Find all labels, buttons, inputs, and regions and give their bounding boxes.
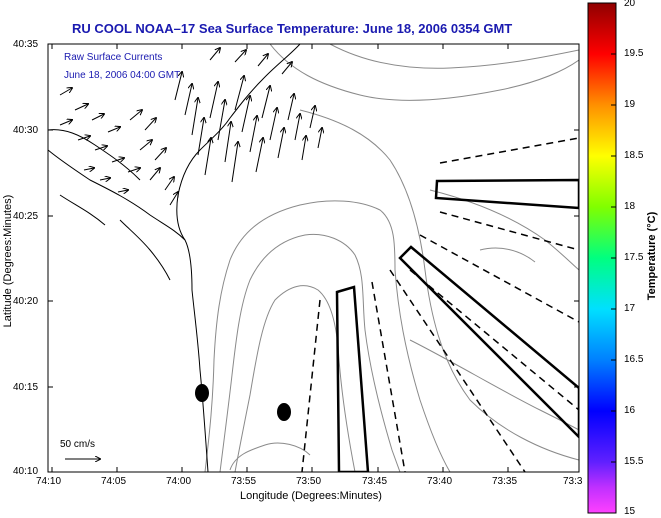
x-tick-marks: [51, 44, 509, 472]
colorbar-tick-marks: [611, 53, 616, 463]
bathymetry-contours: [204, 44, 579, 472]
y-tick-label: 40:35: [13, 39, 39, 50]
station-marker-north: [195, 384, 209, 402]
station-marker-south: [277, 403, 291, 421]
x-tick-label: 74:10: [36, 476, 62, 487]
scale-vector-label: 50 cm/s: [60, 439, 95, 450]
colorbar-tick-label: 19: [624, 99, 636, 110]
overlay-label-currents: Raw Surface Currents: [64, 52, 162, 63]
colorbar-tick-label: 19.5: [624, 48, 644, 59]
colorbar-tick-label: 20: [624, 0, 636, 9]
overlay-label-datetime: June 18, 2006 04:00 GMT: [64, 70, 180, 81]
x-tick-label: 73:50: [296, 476, 322, 487]
colorbar-tick-label: 17.5: [624, 252, 644, 263]
colorbar-tick-label: 17: [624, 303, 636, 314]
y-tick-label: 40:15: [13, 382, 39, 393]
y-tick-marks: [48, 129, 579, 388]
coastline: [48, 44, 301, 472]
map-title: RU COOL NOAA–17 Sea Surface Temperature:…: [72, 21, 513, 36]
colorbar-label: Temperature (°C): [646, 211, 658, 301]
x-tick-label: 73:35: [492, 476, 518, 487]
colorbar-tick-label: 15: [624, 506, 636, 517]
x-tick-label: 73:55: [231, 476, 257, 487]
x-tick-label: 74:00: [166, 476, 192, 487]
current-vectors: [59, 48, 322, 206]
colorbar-tick-label: 16.5: [624, 354, 644, 365]
x-tick-label: 73:45: [362, 476, 388, 487]
y-tick-label: 40:30: [13, 125, 39, 136]
x-axis-label: Longitude (Degrees:Minutes): [240, 490, 382, 502]
colorbar-tick-label: 16: [624, 405, 636, 416]
x-tick-label: 73:40: [427, 476, 453, 487]
colorbar-tick-label: 18.5: [624, 150, 644, 161]
x-tick-label: 74:05: [101, 476, 127, 487]
radar-beam-outlines: [335, 178, 579, 472]
x-tick-label: 73:3: [563, 476, 583, 487]
plot-frame: [47, 43, 580, 473]
colorbar-tick-label: 18: [624, 201, 636, 212]
radar-sector-lines: [301, 137, 579, 472]
y-tick-label: 40:20: [13, 296, 39, 307]
colorbar-tick-label: 15.5: [624, 456, 644, 467]
y-axis-label: Latitude (Degrees:Minutes): [2, 194, 14, 328]
y-tick-label: 40:10: [13, 466, 39, 477]
y-tick-label: 40:25: [13, 211, 39, 222]
